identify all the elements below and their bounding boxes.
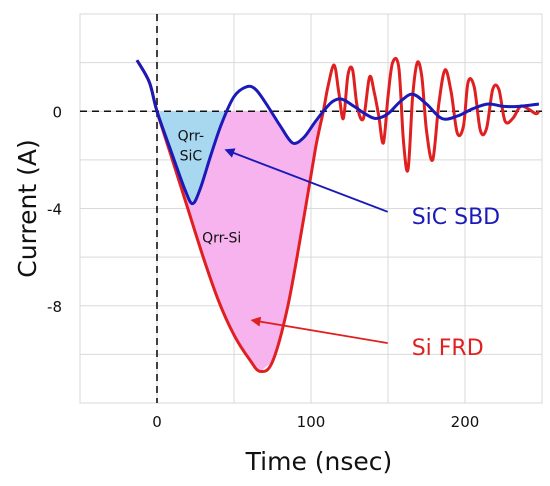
series-line-si-frd bbox=[135, 56, 541, 374]
x-tick-label: 200 bbox=[451, 413, 480, 431]
qrr-si-region bbox=[157, 111, 324, 372]
annotation-label: Si FRD bbox=[412, 336, 484, 361]
region-label: Qrr- bbox=[178, 128, 204, 144]
annotation-label: SiC SBD bbox=[412, 205, 500, 230]
y-tick-label: -8 bbox=[47, 298, 62, 316]
region-label: SiC bbox=[180, 148, 203, 164]
annotation-arrow bbox=[250, 316, 388, 344]
y-axis-title: Current (A) bbox=[13, 139, 42, 277]
y-tick-label: -4 bbox=[47, 201, 62, 219]
x-tick-label: 0 bbox=[152, 413, 162, 431]
y-tick-label: 0 bbox=[52, 103, 62, 121]
x-axis-title: Time (nsec) bbox=[245, 447, 393, 476]
x-tick-label: 100 bbox=[297, 413, 326, 431]
qrr-sic-region bbox=[157, 111, 228, 204]
region-label: Qrr-Si bbox=[202, 231, 241, 247]
series-line-sic-sbd bbox=[135, 59, 540, 206]
annotation-arrow bbox=[224, 148, 389, 213]
